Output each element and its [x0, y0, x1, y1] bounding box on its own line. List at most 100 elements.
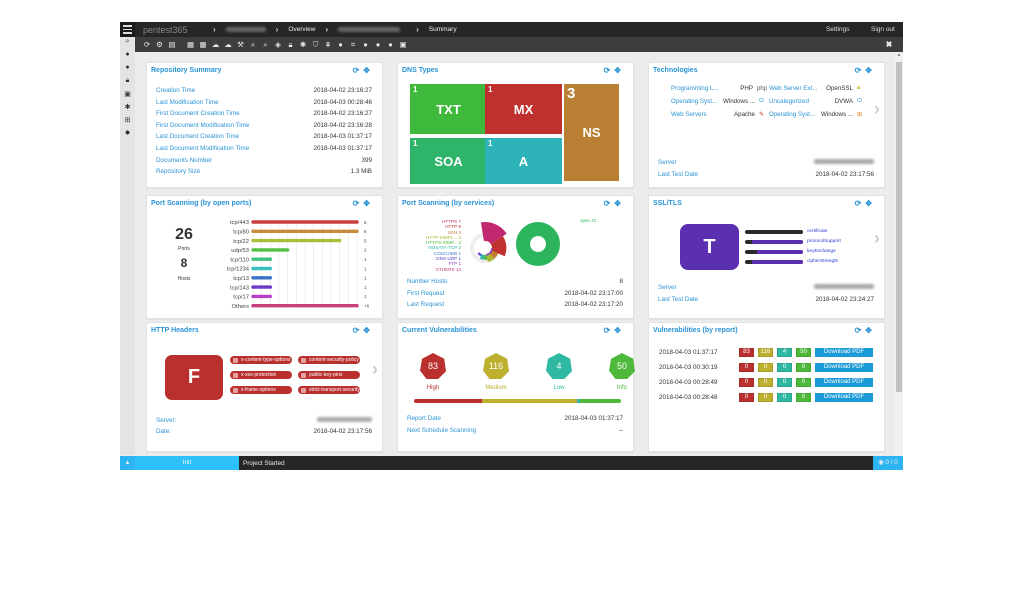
inbox-icon[interactable]: ▣ [399, 40, 407, 49]
globe-icon[interactable]: ● [363, 40, 368, 49]
dns-count: 1 [413, 85, 418, 94]
globe-icon[interactable]: ● [125, 64, 130, 71]
cloud-icon[interactable]: ☁ [224, 40, 232, 49]
close-icon[interactable]: ✖ [885, 40, 893, 49]
severity-segment [580, 399, 621, 403]
breadcrumb-overview[interactable]: Overview [288, 26, 316, 33]
technology-item[interactable]: Operating Syst... Windows ... ⊞ [769, 111, 865, 118]
technology-item[interactable]: Web Servers Apache ✎ [671, 111, 767, 118]
report-date: 2018-04-03 01:37:17 [659, 348, 718, 356]
breadcrumb-project[interactable] [225, 27, 266, 32]
download-pdf-button[interactable]: Download PDF [815, 347, 873, 357]
technology-item[interactable]: Programming L... PHP php [671, 85, 767, 92]
severity-high-count[interactable]: 83 [420, 353, 446, 379]
panel-controls[interactable]: ⟳✥ [855, 199, 876, 208]
refresh-icon[interactable]: ⟳ [143, 40, 151, 49]
sitemap-icon[interactable]: ⊞ [124, 117, 131, 124]
next-chevron-icon[interactable]: › [874, 99, 880, 119]
search-icon[interactable]: ⌕ [125, 38, 130, 45]
binoculars-icon[interactable]: ⩩ [325, 39, 330, 49]
ssl-score-label: keyExchange [807, 248, 836, 254]
dns-types-panel: DNS Types ⟳✥ 1 TXT 1 MX 3 NS 1 SOA 1 A [397, 62, 634, 188]
info-row: Repository Size 1.3 MiB [156, 168, 372, 175]
refresh-icon: ⟳ [352, 199, 364, 208]
shield-alt-icon[interactable]: ⛉ [312, 39, 319, 49]
ports-count: 26 [175, 226, 193, 243]
globe-icon[interactable]: ● [125, 51, 130, 58]
shield-icon[interactable]: ◈ [275, 40, 281, 49]
lock-icon[interactable]: 🔒︎ [288, 39, 293, 49]
panel-controls[interactable]: ⟳✥ [604, 199, 625, 208]
next-chevron-icon[interactable]: › [874, 228, 880, 248]
settings-link[interactable]: Settings [826, 26, 850, 33]
panel-controls[interactable]: ⟳✥ [855, 66, 876, 75]
bug-icon[interactable]: ✸ [124, 130, 131, 137]
technology-item[interactable]: Operating Syst... Windows ... ⏻ [671, 98, 767, 105]
dns-cell-txt[interactable]: 1 TXT [410, 84, 487, 134]
port-label: tcp/17 [233, 295, 249, 301]
panel-controls[interactable]: ⟳✥ [353, 66, 374, 75]
technology-category: Web Servers [671, 111, 707, 118]
info-row: First Document Creation Time 2018-04-02 2… [156, 110, 372, 117]
download-pdf-button[interactable]: Download PDF [815, 362, 873, 372]
technology-item[interactable]: Web Server Ext... OpenSSL 🔒︎ [769, 85, 865, 92]
panel-controls[interactable]: ⟳✥ [353, 199, 374, 208]
breadcrumb-target[interactable] [338, 27, 401, 32]
inbox-icon[interactable]: ▣ [124, 91, 131, 98]
globe-icon[interactable]: ● [338, 40, 343, 49]
row-value: 1.3 MiB [350, 168, 372, 176]
sunburst-slice [489, 250, 499, 259]
status-init[interactable]: Init [135, 456, 239, 470]
task-counter[interactable]: ◉ 0 / 0 [873, 456, 903, 470]
cloud-icon[interactable]: ☁ [211, 40, 220, 49]
severity-count-badge: 0 [758, 392, 773, 402]
sign-out-link[interactable]: Sign out [871, 26, 895, 33]
report-row: 2018-04-03 01:37:17 83 116 4 50 Download PDF [659, 347, 876, 357]
database-icon[interactable]: ▤ [168, 40, 176, 49]
dns-label: A [518, 153, 529, 169]
technology-name: OpenSSL [826, 85, 853, 92]
port-value-label: 6 [364, 229, 367, 234]
globe-icon[interactable]: ● [375, 40, 381, 49]
download-pdf-button[interactable]: Download PDF [815, 392, 873, 402]
search-icon[interactable]: ⌕ [250, 39, 256, 49]
scrollbar[interactable]: ▲ [895, 52, 903, 455]
doc-search-icon[interactable]: ▦ [186, 40, 195, 49]
technology-item[interactable]: Uncategorized DVWA ⏻ [769, 98, 865, 105]
download-pdf-button[interactable]: Download PDF [815, 377, 873, 387]
status-bar: ▲ Init Project Started ◉ 0 / 0 [120, 456, 903, 470]
row-value: 2018-04-03 01:37:17 [564, 415, 623, 422]
severity-count-badge: 0 [739, 362, 754, 372]
panel-controls[interactable]: ⟳✥ [604, 326, 625, 335]
dns-cell-mx[interactable]: 1 MX [485, 84, 562, 134]
severity-count-badge: 0 [758, 362, 773, 372]
sunburst-slice [477, 252, 481, 255]
dns-cell-soa[interactable]: 1 SOA [410, 138, 487, 184]
port-label: tcp/443 [230, 220, 249, 226]
expand-up-icon[interactable]: ▲ [120, 456, 135, 470]
info-row: Creation Time 2018-04-02 23:16:27 [156, 87, 372, 94]
next-chevron-icon[interactable]: › [372, 359, 378, 379]
lock-icon[interactable]: 🔒︎ [125, 77, 130, 84]
severity-info-count[interactable]: 50 [609, 353, 635, 379]
globe-icon[interactable]: ● [388, 40, 393, 49]
search-icon[interactable]: ⌕ [263, 39, 268, 49]
bug-icon[interactable]: ✱ [124, 104, 131, 111]
breadcrumb-summary[interactable]: Summary [428, 26, 457, 33]
hamburger-menu-icon[interactable] [120, 22, 135, 37]
panel-controls[interactable]: ⟳✥ [604, 66, 625, 75]
logo: pentest365 [143, 24, 188, 35]
severity-count-badge: 50 [796, 347, 811, 357]
hammer-icon[interactable]: ⚒ [237, 40, 244, 49]
panel-controls[interactable]: ⟳✥ [855, 326, 876, 335]
severity-low-count[interactable]: 4 [546, 353, 572, 379]
dns-cell-ns[interactable]: 3 NS [564, 84, 619, 181]
severity-medium-count[interactable]: 116 [483, 353, 509, 379]
panel-title: Current Vulnerabilities [402, 327, 477, 334]
crop-icon[interactable]: ⌗ [350, 39, 356, 49]
bug-icon[interactable]: ✱ [299, 40, 307, 49]
gear-icon[interactable]: ⚙ [156, 40, 163, 49]
doc-search-icon[interactable]: ▦ [199, 40, 207, 49]
panel-controls[interactable]: ⟳✥ [353, 326, 374, 335]
